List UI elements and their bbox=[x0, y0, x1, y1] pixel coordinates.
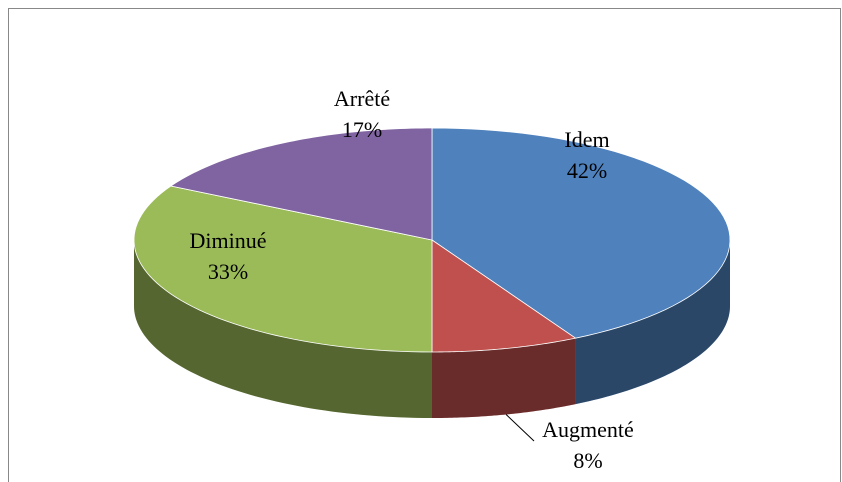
slice-label: Idem bbox=[564, 127, 609, 152]
slice-side bbox=[432, 338, 576, 418]
slice-label: Augmenté bbox=[542, 417, 634, 442]
leader-line bbox=[505, 414, 535, 442]
slice-label: Diminué bbox=[190, 228, 267, 253]
slice-value-label: 8% bbox=[573, 448, 602, 473]
slice-value-label: 42% bbox=[567, 158, 607, 183]
slice bbox=[169, 127, 433, 241]
slice-side-shade bbox=[575, 240, 730, 405]
slice bbox=[133, 185, 433, 353]
slice-side-shade bbox=[432, 338, 576, 418]
slice-value-label: 17% bbox=[342, 117, 382, 142]
frame bbox=[8, 8, 841, 482]
slice bbox=[431, 127, 731, 339]
slice-side-shade bbox=[134, 240, 432, 418]
slice-value-label: 33% bbox=[208, 259, 248, 284]
slice bbox=[431, 239, 577, 353]
slice-side bbox=[134, 240, 432, 418]
slice-side bbox=[575, 240, 730, 405]
slice-label: Arrêté bbox=[334, 86, 390, 111]
